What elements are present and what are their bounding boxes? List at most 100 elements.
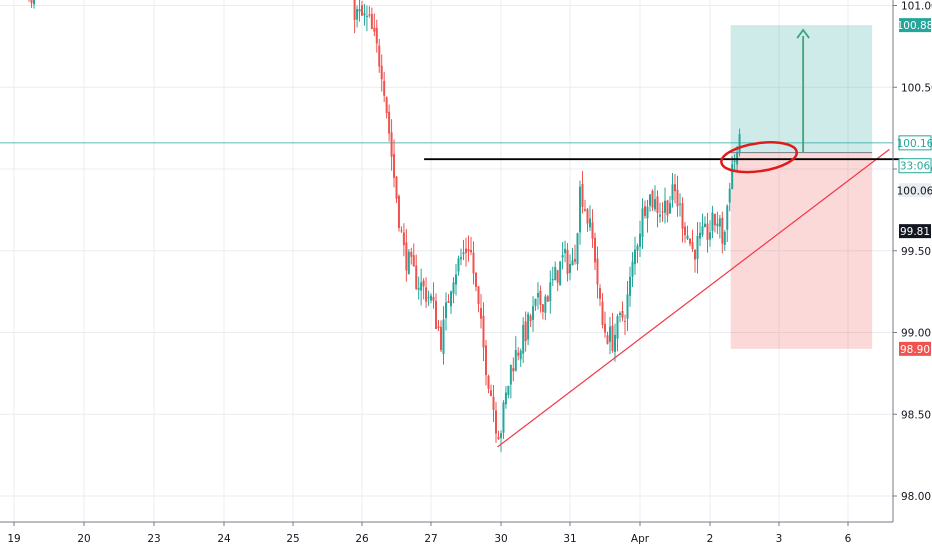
candle-body xyxy=(616,316,619,339)
candle-body xyxy=(482,315,485,348)
candle-body xyxy=(624,320,626,322)
y-tick-label: 99.50 xyxy=(901,246,931,258)
profit-zone xyxy=(730,25,873,153)
candle-body xyxy=(425,287,428,302)
candle-body xyxy=(664,200,666,213)
candle-body xyxy=(614,334,616,352)
candle-body xyxy=(422,280,425,287)
candle-body xyxy=(497,436,500,440)
candle-body xyxy=(694,249,696,260)
candle-body xyxy=(626,294,629,319)
candle-body xyxy=(684,226,686,236)
candle-body xyxy=(504,392,507,405)
candle-body xyxy=(701,226,704,235)
candle-body xyxy=(619,313,621,316)
candle-body xyxy=(581,183,584,207)
price-badge xyxy=(899,341,931,356)
candle-body xyxy=(435,300,437,329)
candle-body xyxy=(470,250,472,253)
candle-body xyxy=(502,402,505,433)
candle-body xyxy=(415,265,418,289)
candle-body xyxy=(412,255,415,267)
candle-body xyxy=(609,326,611,342)
price-badge xyxy=(899,224,931,239)
candle-body xyxy=(539,290,542,305)
candle-body xyxy=(596,258,599,285)
candle-body xyxy=(485,345,487,376)
time-axis[interactable]: 19 20 23 24 25 26 27 30 31 Apr 2 3 6 xyxy=(0,521,893,545)
target-arrow-head xyxy=(796,28,810,39)
candle-body xyxy=(601,301,604,325)
price-axis[interactable]: 98.0098.5099.0099.50100.00100.50101.0010… xyxy=(892,0,932,522)
candle-body xyxy=(541,304,544,312)
candle-body xyxy=(480,308,482,319)
candle-body xyxy=(432,296,435,301)
candle-body xyxy=(544,296,547,313)
price-badge-label: 100.88 xyxy=(897,20,932,32)
chart-drawings[interactable] xyxy=(424,28,904,448)
candle-body xyxy=(591,222,594,239)
x-tick-label: 31 xyxy=(563,533,576,545)
candle-body xyxy=(589,218,591,228)
candle-body xyxy=(417,287,420,290)
candle-body xyxy=(407,251,410,274)
x-tick-label: 6 xyxy=(845,533,852,545)
candle-body xyxy=(447,301,450,303)
candle-body xyxy=(507,385,510,395)
candle-body xyxy=(465,248,467,253)
candle-body xyxy=(532,306,535,320)
candle-body xyxy=(492,396,495,410)
candle-body xyxy=(561,255,564,258)
candle-body xyxy=(500,433,502,438)
candle-body xyxy=(549,282,552,302)
x-tick-label: 27 xyxy=(424,533,437,545)
candle-body xyxy=(397,195,400,229)
candle-body xyxy=(738,134,741,154)
candle-body xyxy=(370,14,373,29)
loss-zone xyxy=(730,152,873,349)
candle-body xyxy=(554,266,557,281)
candle-body xyxy=(477,286,480,305)
candle-body xyxy=(527,314,530,340)
candle-body xyxy=(654,199,656,210)
candle-body xyxy=(385,97,388,114)
candle-body xyxy=(731,164,734,190)
candle-body xyxy=(566,249,569,274)
candle-body xyxy=(383,80,386,96)
candle-body xyxy=(641,208,644,237)
candle-body xyxy=(709,232,711,240)
candle-body xyxy=(571,260,574,266)
y-tick-label: 98.50 xyxy=(901,409,931,421)
candle-body xyxy=(674,184,676,192)
candle-body xyxy=(579,186,581,233)
y-tick-label: 99.00 xyxy=(901,328,931,340)
candle-body xyxy=(495,410,497,434)
candle-body xyxy=(713,214,716,226)
candle-body xyxy=(611,325,614,351)
candle-body xyxy=(524,321,527,342)
candle-body xyxy=(681,203,684,229)
candle-body xyxy=(629,276,631,296)
candle-body xyxy=(512,368,515,372)
candle-body xyxy=(455,274,457,285)
x-tick-label: 26 xyxy=(355,533,369,545)
price-badge-label: 100.06 xyxy=(897,185,932,197)
candle-body xyxy=(726,205,729,230)
candle-body xyxy=(691,242,694,250)
candle-body xyxy=(517,352,520,356)
candle-body xyxy=(445,302,447,319)
candle-body xyxy=(551,279,554,281)
candle-body xyxy=(696,236,699,260)
candle-body xyxy=(721,217,724,244)
candle-body xyxy=(410,251,413,257)
candle-body xyxy=(368,14,371,16)
candle-body xyxy=(420,282,423,291)
x-tick-label: 20 xyxy=(77,533,90,545)
candle-body xyxy=(639,233,641,247)
candle-body xyxy=(689,238,691,244)
candle-body xyxy=(606,335,609,344)
candle-body xyxy=(450,291,452,307)
candle-body xyxy=(393,154,396,178)
candle-body xyxy=(711,212,714,231)
